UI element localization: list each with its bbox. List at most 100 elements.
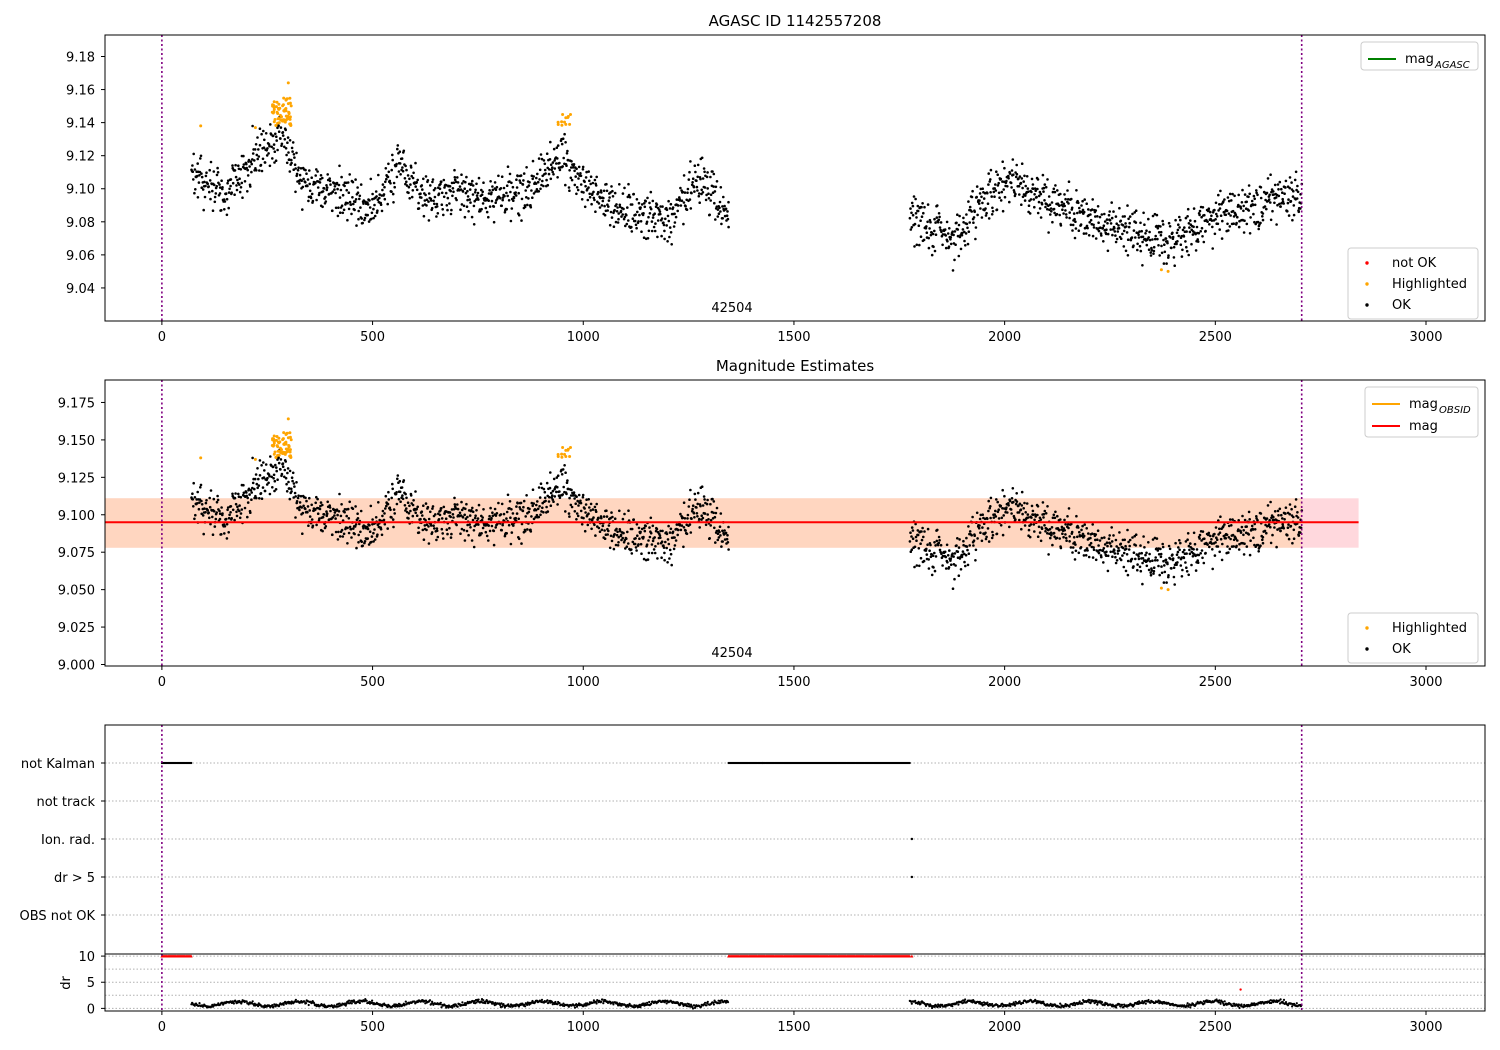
estimates-ok-point	[973, 534, 976, 537]
estimates-ok-point	[693, 516, 696, 519]
agasc-ok-point	[1200, 226, 1204, 230]
agasc-ok-point	[921, 202, 924, 205]
estimates-ok-point	[399, 500, 402, 504]
agasc-highlighted-point	[556, 120, 560, 124]
agasc-ok-point	[1169, 236, 1172, 239]
agasc-ok-point	[634, 223, 638, 227]
agasc-ok-point	[712, 172, 716, 176]
agasc-ok-point	[1252, 194, 1256, 198]
agasc-ok-point	[1216, 222, 1220, 226]
estimates-ok-point	[991, 530, 994, 534]
estimates-ok-point	[307, 524, 310, 527]
agasc-ok-point	[1237, 203, 1240, 207]
agasc-ok-point	[472, 223, 476, 226]
estimates-ok-point	[477, 523, 480, 526]
agasc-ok-point	[1021, 186, 1024, 190]
estimates-ok-point	[967, 552, 971, 555]
agasc-ok-point	[326, 173, 330, 176]
agasc-ok-point	[1161, 223, 1165, 226]
estimates-ok-point	[391, 487, 395, 491]
estimates-ok-point	[1147, 557, 1150, 561]
estimates-ok-point	[564, 471, 567, 475]
estimates-ok-point	[1044, 512, 1048, 515]
agasc-ok-point	[319, 174, 323, 177]
agasc-ok-point	[676, 209, 679, 213]
estimates-ok-point	[275, 466, 278, 469]
estimates-ok-point	[1109, 544, 1113, 548]
agasc-ok-point	[613, 191, 617, 195]
agasc-ok-point	[1018, 175, 1022, 178]
estimates-ok-point	[527, 510, 531, 514]
estimates-ok-point	[357, 541, 360, 544]
estimates-ok-point	[678, 524, 682, 527]
estimates-ok-point	[1219, 515, 1222, 518]
estimates-ok-point	[1044, 530, 1047, 533]
agasc-ok-point	[263, 138, 266, 142]
agasc-ok-point	[941, 243, 944, 247]
estimates-ok-point	[573, 510, 577, 513]
agasc-ok-point	[1287, 214, 1291, 217]
estimates-ok-point	[1202, 561, 1206, 565]
estimates-ok-point	[1138, 565, 1142, 569]
agasc-ok-point	[597, 191, 600, 194]
agasc-ok-point	[1185, 249, 1189, 253]
agasc-ok-point	[726, 217, 730, 221]
agasc-ok-point	[383, 197, 387, 201]
dr-ok-point	[484, 1002, 487, 1005]
estimates-highlighted-point	[199, 456, 203, 460]
agasc-points-legend-label: not OK	[1392, 256, 1437, 271]
agasc-ok-point	[674, 215, 678, 219]
agasc-ok-point	[215, 184, 218, 188]
agasc-ok-point	[955, 221, 958, 225]
agasc-ok-point	[1194, 249, 1198, 252]
agasc-ok-point	[375, 195, 378, 198]
estimates-ok-point	[395, 502, 399, 506]
estimates-ok-point	[501, 523, 505, 527]
estimates-ok-point	[1092, 548, 1096, 552]
agasc-ok-point	[368, 206, 372, 209]
agasc-ok-point	[276, 148, 279, 152]
estimates-ok-point	[1276, 528, 1279, 531]
agasc-ok-point	[475, 194, 479, 197]
agasc-ok-point	[323, 187, 326, 190]
estimates-ok-point	[245, 491, 248, 494]
estimates-ok-point	[1074, 549, 1078, 553]
agasc-ok-point	[556, 176, 559, 179]
estimates-ok-point	[272, 465, 275, 469]
agasc-ok-point	[621, 192, 625, 195]
estimates-ok-point	[409, 509, 412, 513]
agasc-ok-point	[1137, 233, 1140, 237]
agasc-ok-point	[1284, 186, 1287, 189]
estimates-ok-point	[618, 509, 621, 513]
estimates-ok-point	[644, 524, 647, 528]
agasc-ok-point	[216, 166, 219, 170]
estimates-ok-point	[269, 455, 272, 458]
agasc-ok-point	[353, 208, 356, 212]
estimates-ok-point	[310, 503, 314, 507]
agasc-ok-point	[1220, 237, 1224, 240]
agasc-ok-point	[569, 176, 573, 180]
estimates-ok-point	[1070, 522, 1073, 526]
estimates-ok-point	[963, 552, 966, 556]
agasc-ok-point	[1136, 248, 1139, 252]
estimates-ok-point	[412, 499, 415, 502]
agasc-highlighted-point	[288, 115, 292, 119]
agasc-ok-point	[1082, 232, 1086, 235]
agasc-ok-point	[508, 172, 512, 176]
agasc-ok-point	[361, 221, 365, 225]
agasc-ok-point	[386, 202, 390, 206]
agasc-ok-point	[1214, 201, 1218, 205]
estimates-ok-point	[208, 505, 212, 509]
agasc-ok-point	[1039, 216, 1043, 219]
agasc-ok-point	[463, 215, 467, 219]
estimates-ok-point	[721, 529, 724, 533]
agasc-ok-point	[1028, 212, 1032, 215]
estimates-ok-point	[1278, 507, 1282, 511]
estimates-ok-point	[392, 525, 395, 529]
estimates-ok-point	[1221, 542, 1224, 546]
agasc-ok-point	[359, 183, 363, 186]
estimates-ok-point	[1073, 558, 1077, 561]
agasc-panel-title: AGASC ID 1142557208	[709, 12, 882, 30]
agasc-ok-point	[1230, 199, 1233, 202]
estimates-ok-point	[328, 504, 332, 507]
